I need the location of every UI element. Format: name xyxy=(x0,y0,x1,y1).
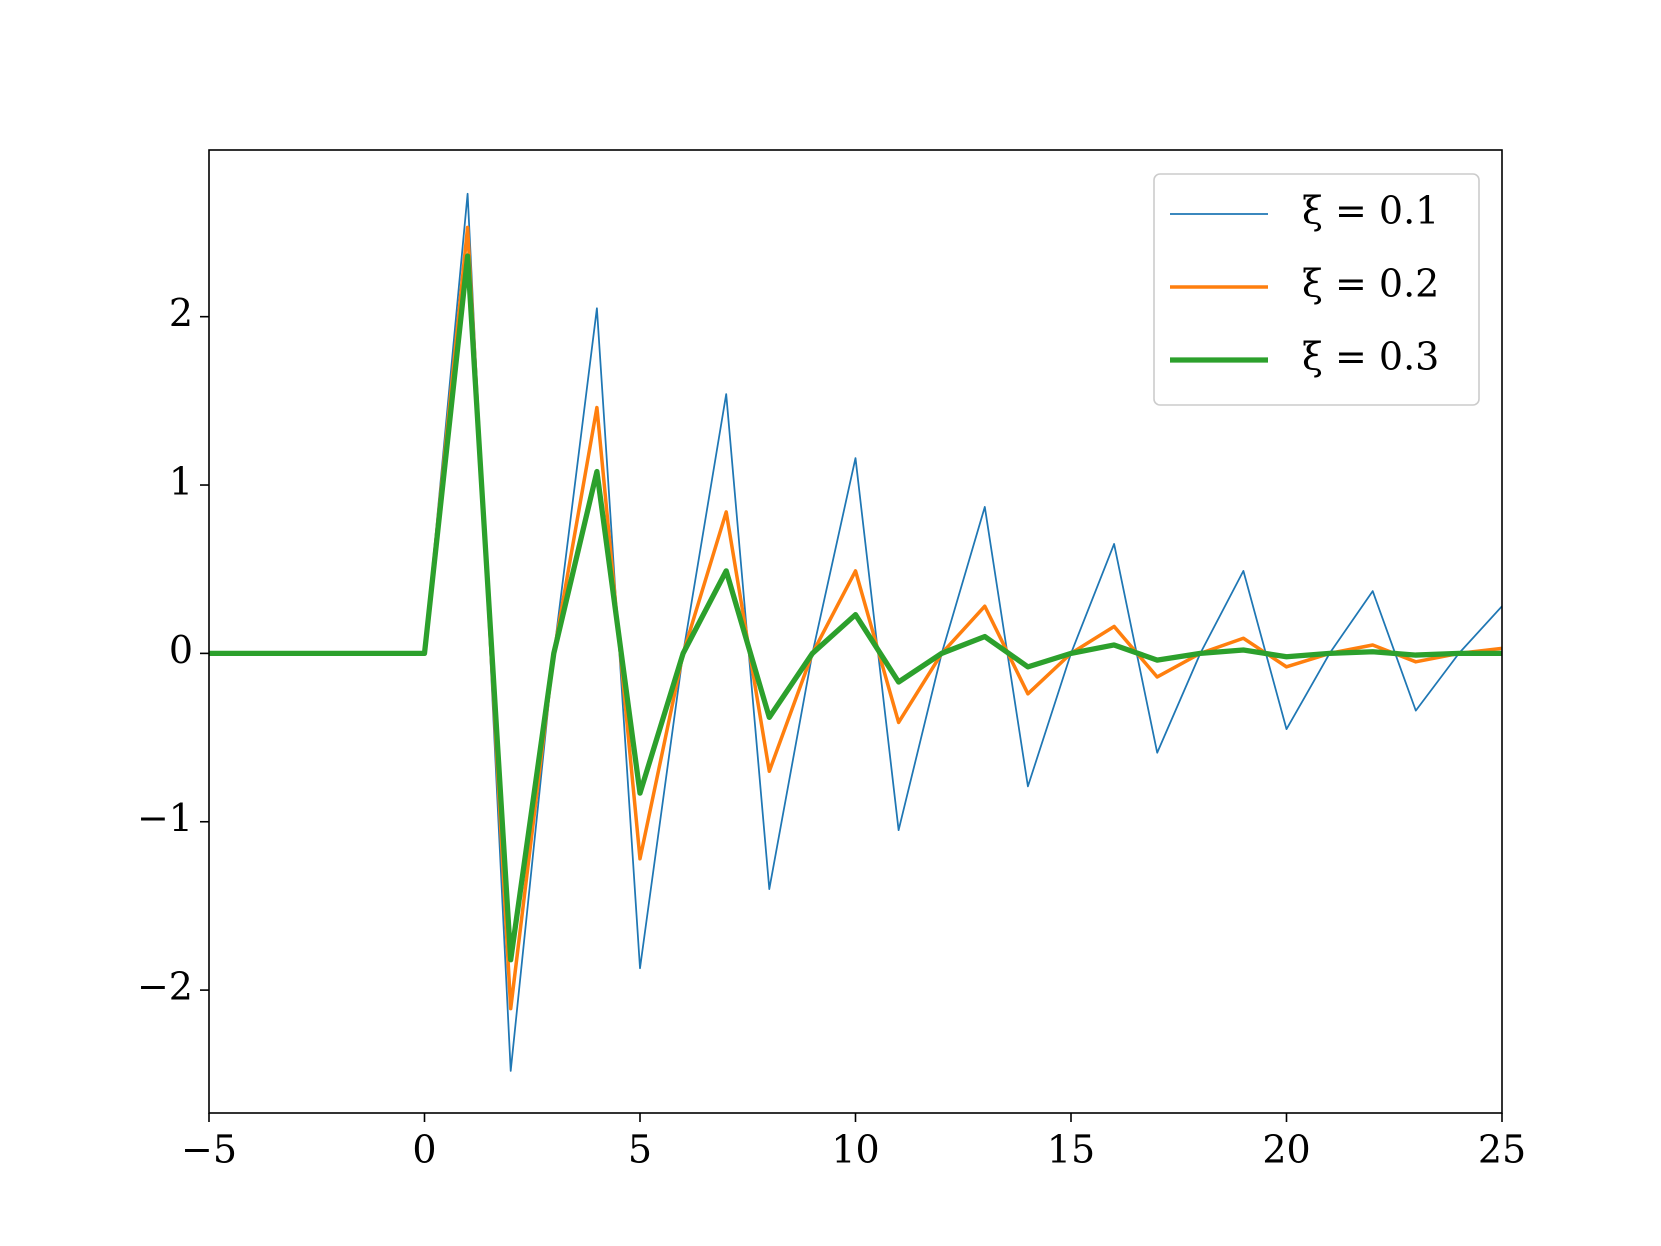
axes-frame xyxy=(208,149,1503,1114)
legend-label: ξ = 0.1 xyxy=(1302,189,1439,233)
x-tick-label: 5 xyxy=(628,1128,652,1172)
legend-box xyxy=(1153,173,1480,406)
y-tick-label: −1 xyxy=(137,796,193,840)
y-tick-label: 2 xyxy=(169,291,193,335)
y-tick-label: 1 xyxy=(169,460,193,504)
legend-label: ξ = 0.2 xyxy=(1302,262,1439,306)
x-tick-label: 15 xyxy=(1047,1128,1095,1172)
x-tick-label: 20 xyxy=(1262,1128,1310,1172)
y-tick-label: 0 xyxy=(169,628,193,672)
x-tick-label: −5 xyxy=(181,1128,237,1172)
y-tick-label: −2 xyxy=(137,965,193,1009)
legend-label: ξ = 0.3 xyxy=(1302,335,1439,379)
x-tick-label: 0 xyxy=(412,1128,436,1172)
series-line xyxy=(209,253,1502,963)
x-tick-label: 10 xyxy=(831,1128,879,1172)
x-tick-label: 25 xyxy=(1478,1128,1526,1172)
